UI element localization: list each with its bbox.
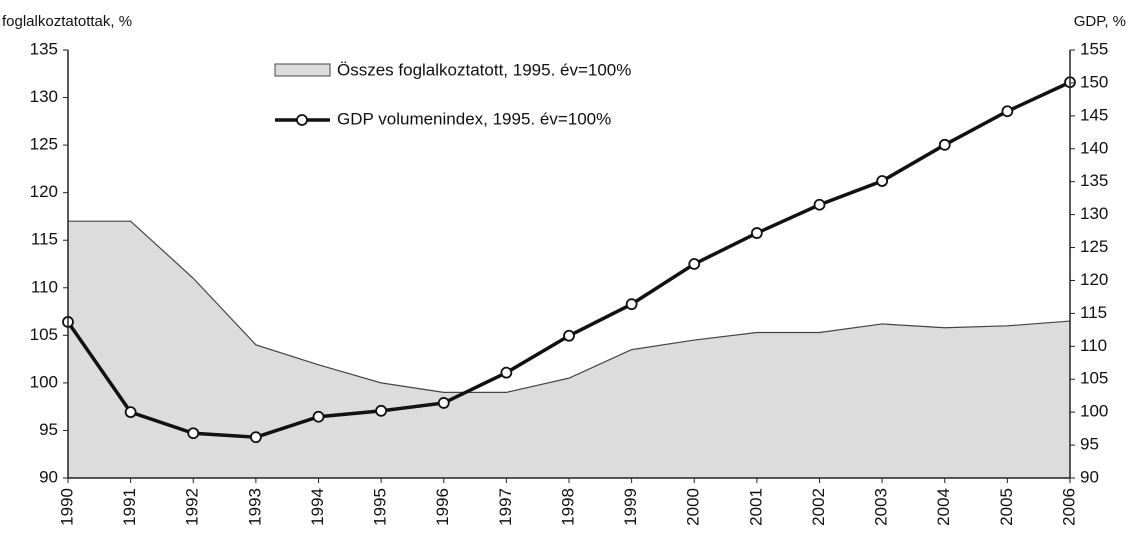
y2-tick-label: 115 xyxy=(1080,303,1107,322)
marker xyxy=(813,198,826,211)
legend-label: Összes foglalkoztatott, 1995. év=100% xyxy=(337,60,631,79)
legend-marker xyxy=(296,114,308,126)
y2-tick-label: 105 xyxy=(1080,369,1108,388)
marker xyxy=(124,406,137,419)
y2-tick-label: 135 xyxy=(1080,171,1108,190)
y2-axis-label: GDP, % xyxy=(1074,13,1126,30)
x-tick-label: 2005 xyxy=(997,488,1016,526)
y2-tick-label: 125 xyxy=(1080,237,1108,256)
marker xyxy=(500,366,513,379)
y-tick-label: 100 xyxy=(30,372,58,391)
marker xyxy=(625,298,638,311)
y2-tick-label: 100 xyxy=(1080,402,1108,421)
y2-tick-label: 120 xyxy=(1080,270,1108,289)
x-tick-label: 1997 xyxy=(496,488,515,526)
y-tick-label: 125 xyxy=(30,135,58,154)
x-tick-label: 1993 xyxy=(245,488,264,526)
marker xyxy=(563,329,575,342)
x-tick-label: 1999 xyxy=(621,488,640,526)
x-tick-label: 2000 xyxy=(684,488,703,526)
legend-label: GDP volumenindex, 1995. év=100% xyxy=(337,109,611,128)
y-tick-label: 115 xyxy=(31,230,58,249)
x-tick-label: 2006 xyxy=(1059,488,1078,526)
x-tick-label: 1996 xyxy=(433,488,452,526)
y-tick-label: 130 xyxy=(30,87,58,106)
y-tick-label: 105 xyxy=(30,325,58,344)
x-tick-label: 1994 xyxy=(308,488,327,526)
marker xyxy=(187,427,200,440)
marker xyxy=(938,138,951,151)
y-tick-label: 90 xyxy=(39,467,58,486)
x-tick-label: 2001 xyxy=(746,488,765,526)
y2-tick-label: 145 xyxy=(1080,105,1108,124)
marker xyxy=(312,410,325,423)
marker xyxy=(437,397,450,409)
y2-tick-label: 150 xyxy=(1080,72,1108,91)
marker xyxy=(375,404,388,417)
marker xyxy=(876,175,889,187)
y-axis-label: foglalkoztatottak, % xyxy=(2,13,132,30)
y-tick-label: 110 xyxy=(31,277,58,296)
y2-tick-label: 130 xyxy=(1080,204,1108,223)
x-tick-label: 1995 xyxy=(371,488,390,526)
x-tick-label: 2002 xyxy=(809,488,828,526)
x-tick-label: 1991 xyxy=(120,488,139,526)
legend-swatch xyxy=(274,63,331,77)
y-tick-label: 135 xyxy=(30,39,58,58)
y2-tick-label: 140 xyxy=(1080,138,1108,157)
marker xyxy=(1001,105,1014,118)
marker xyxy=(750,227,763,239)
marker xyxy=(688,258,701,270)
x-tick-label: 1990 xyxy=(57,488,76,526)
x-tick-label: 1992 xyxy=(183,488,202,526)
area xyxy=(68,221,1070,478)
y-tick-label: 95 xyxy=(39,420,58,439)
area-edge xyxy=(68,220,1071,393)
marker xyxy=(249,431,262,444)
y2-tick-label: 95 xyxy=(1080,435,1099,454)
y2-tick-label: 155 xyxy=(1080,39,1108,58)
y2-tick-label: 90 xyxy=(1080,467,1099,486)
x-tick-label: 1998 xyxy=(558,488,577,526)
y-tick-label: 120 xyxy=(30,182,58,201)
x-tick-label: 2003 xyxy=(872,488,891,526)
y2-tick-label: 110 xyxy=(1080,336,1107,355)
x-tick-label: 2004 xyxy=(934,488,953,526)
